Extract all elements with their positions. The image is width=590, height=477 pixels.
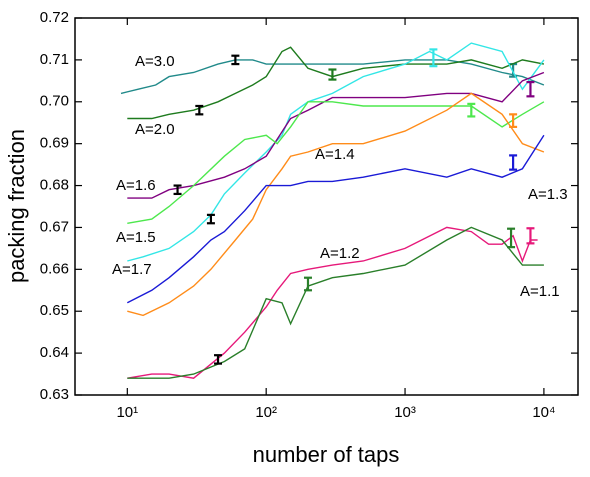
series-label: A=1.3 bbox=[528, 186, 568, 203]
y-tick-label: 0.71 bbox=[40, 51, 69, 68]
error-bar bbox=[328, 68, 337, 81]
series-label: A=1.4 bbox=[315, 146, 355, 163]
data-line bbox=[127, 42, 545, 262]
data-line bbox=[120, 59, 545, 95]
data-line bbox=[127, 46, 545, 120]
error-bar bbox=[467, 102, 476, 118]
series-label: A=1.6 bbox=[116, 177, 156, 194]
error-bar bbox=[214, 354, 223, 365]
data-line bbox=[126, 134, 545, 304]
x-axis-label: number of taps bbox=[253, 442, 400, 467]
series-label: A=3.0 bbox=[135, 53, 175, 70]
y-tick-label: 0.63 bbox=[40, 386, 69, 403]
y-tick-label: 0.66 bbox=[40, 260, 69, 277]
series-label: A=1.2 bbox=[320, 245, 360, 262]
y-tick-label: 0.72 bbox=[40, 9, 69, 26]
data-line bbox=[127, 226, 544, 379]
series-label: A=2.0 bbox=[135, 121, 175, 138]
data-line bbox=[127, 101, 545, 224]
x-tick-label: 10² bbox=[255, 404, 277, 421]
error-bar bbox=[231, 54, 240, 66]
error-bar bbox=[507, 227, 516, 249]
series-label: A=1.1 bbox=[520, 283, 560, 300]
y-axis-label: packing fraction bbox=[4, 129, 29, 283]
error-bar bbox=[526, 80, 535, 98]
error-bar bbox=[526, 227, 535, 245]
error-bar bbox=[429, 48, 438, 68]
error-bar bbox=[509, 154, 518, 171]
error-bar bbox=[206, 213, 215, 225]
x-tick-label: 10³ bbox=[394, 404, 416, 421]
data-line bbox=[127, 92, 545, 317]
y-tick-label: 0.68 bbox=[40, 177, 69, 194]
y-tick-label: 0.70 bbox=[40, 93, 69, 110]
y-tick-label: 0.65 bbox=[40, 302, 69, 319]
y-tick-label: 0.69 bbox=[40, 135, 69, 152]
error-bar bbox=[509, 113, 518, 129]
y-tick-label: 0.64 bbox=[40, 344, 69, 361]
series-label: A=1.7 bbox=[112, 261, 152, 278]
x-tick-label: 10¹ bbox=[116, 404, 138, 421]
x-tick-label: 10⁴ bbox=[532, 404, 555, 421]
error-bar bbox=[195, 104, 204, 116]
y-tick-label: 0.67 bbox=[40, 218, 69, 235]
data-line bbox=[127, 71, 545, 199]
error-bar bbox=[173, 184, 182, 196]
series-label: A=1.5 bbox=[116, 229, 156, 246]
error-bar bbox=[303, 276, 312, 292]
plot-frame bbox=[74, 17, 579, 396]
